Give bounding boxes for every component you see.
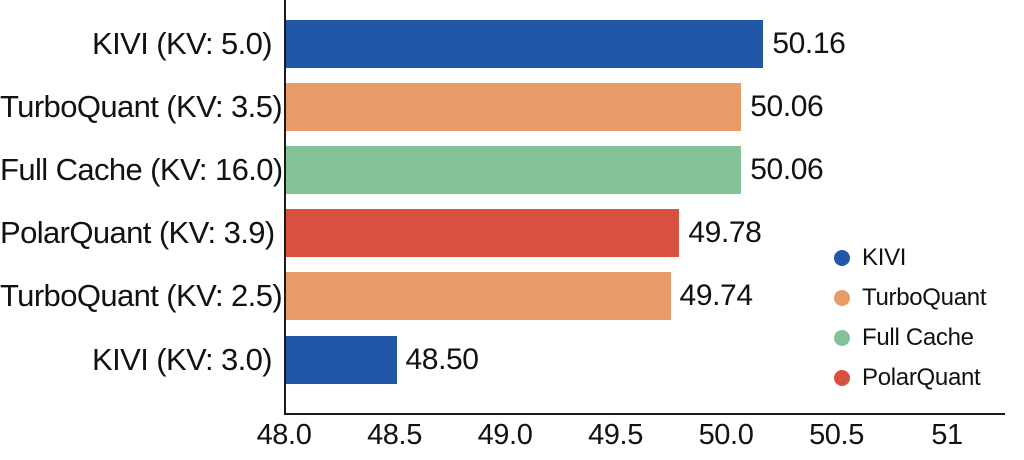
legend-marker-icon (834, 370, 850, 386)
category-label: TurboQuant (KV: 3.5) (0, 88, 283, 124)
x-tick-label: 50.5 (809, 419, 864, 451)
legend-marker-icon (834, 250, 850, 266)
bar-turboquant (286, 82, 742, 131)
x-tick-label: 51 (931, 419, 963, 451)
legend: KIVI TurboQuant Full Cache PolarQuant (834, 238, 986, 398)
legend-marker-icon (834, 330, 850, 346)
category-label: Full Cache (KV: 16.0) (0, 151, 283, 187)
value-label: 50.16 (772, 26, 846, 60)
legend-label: Full Cache (862, 324, 974, 351)
legend-item-polarquant: PolarQuant (834, 358, 986, 398)
legend-label: PolarQuant (862, 364, 981, 391)
bar-kivi (286, 19, 764, 68)
value-label: 50.06 (750, 89, 824, 123)
legend-label: KIVI (862, 244, 907, 271)
legend-item-full-cache: Full Cache (834, 318, 986, 358)
plot-area (284, 0, 1005, 415)
legend-label: TurboQuant (862, 284, 987, 311)
bar-turboquant (286, 272, 671, 321)
value-label: 49.74 (679, 279, 753, 313)
x-tick-label: 49.0 (477, 419, 533, 451)
category-label: PolarQuant (KV: 3.9) (0, 215, 275, 251)
x-tick-label: 50.0 (698, 419, 754, 451)
bar-full-cache (286, 145, 742, 194)
x-tick-label: 48.0 (256, 419, 312, 451)
legend-item-kivi: KIVI (834, 238, 986, 278)
value-label: 50.06 (750, 152, 824, 186)
category-label: TurboQuant (KV: 2.5) (0, 278, 283, 314)
value-label: 49.78 (688, 216, 762, 250)
bar-polarquant (286, 209, 680, 258)
x-tick-label: 48.5 (367, 419, 422, 451)
x-tick-label: 49.5 (588, 419, 643, 451)
category-label: KIVI (KV: 5.0) (92, 25, 273, 61)
bar-kivi (286, 335, 397, 384)
legend-item-turboquant: TurboQuant (834, 278, 986, 318)
legend-marker-icon (834, 290, 850, 306)
category-label: KIVI (KV: 3.0) (92, 341, 273, 377)
value-label: 48.50 (405, 342, 479, 376)
